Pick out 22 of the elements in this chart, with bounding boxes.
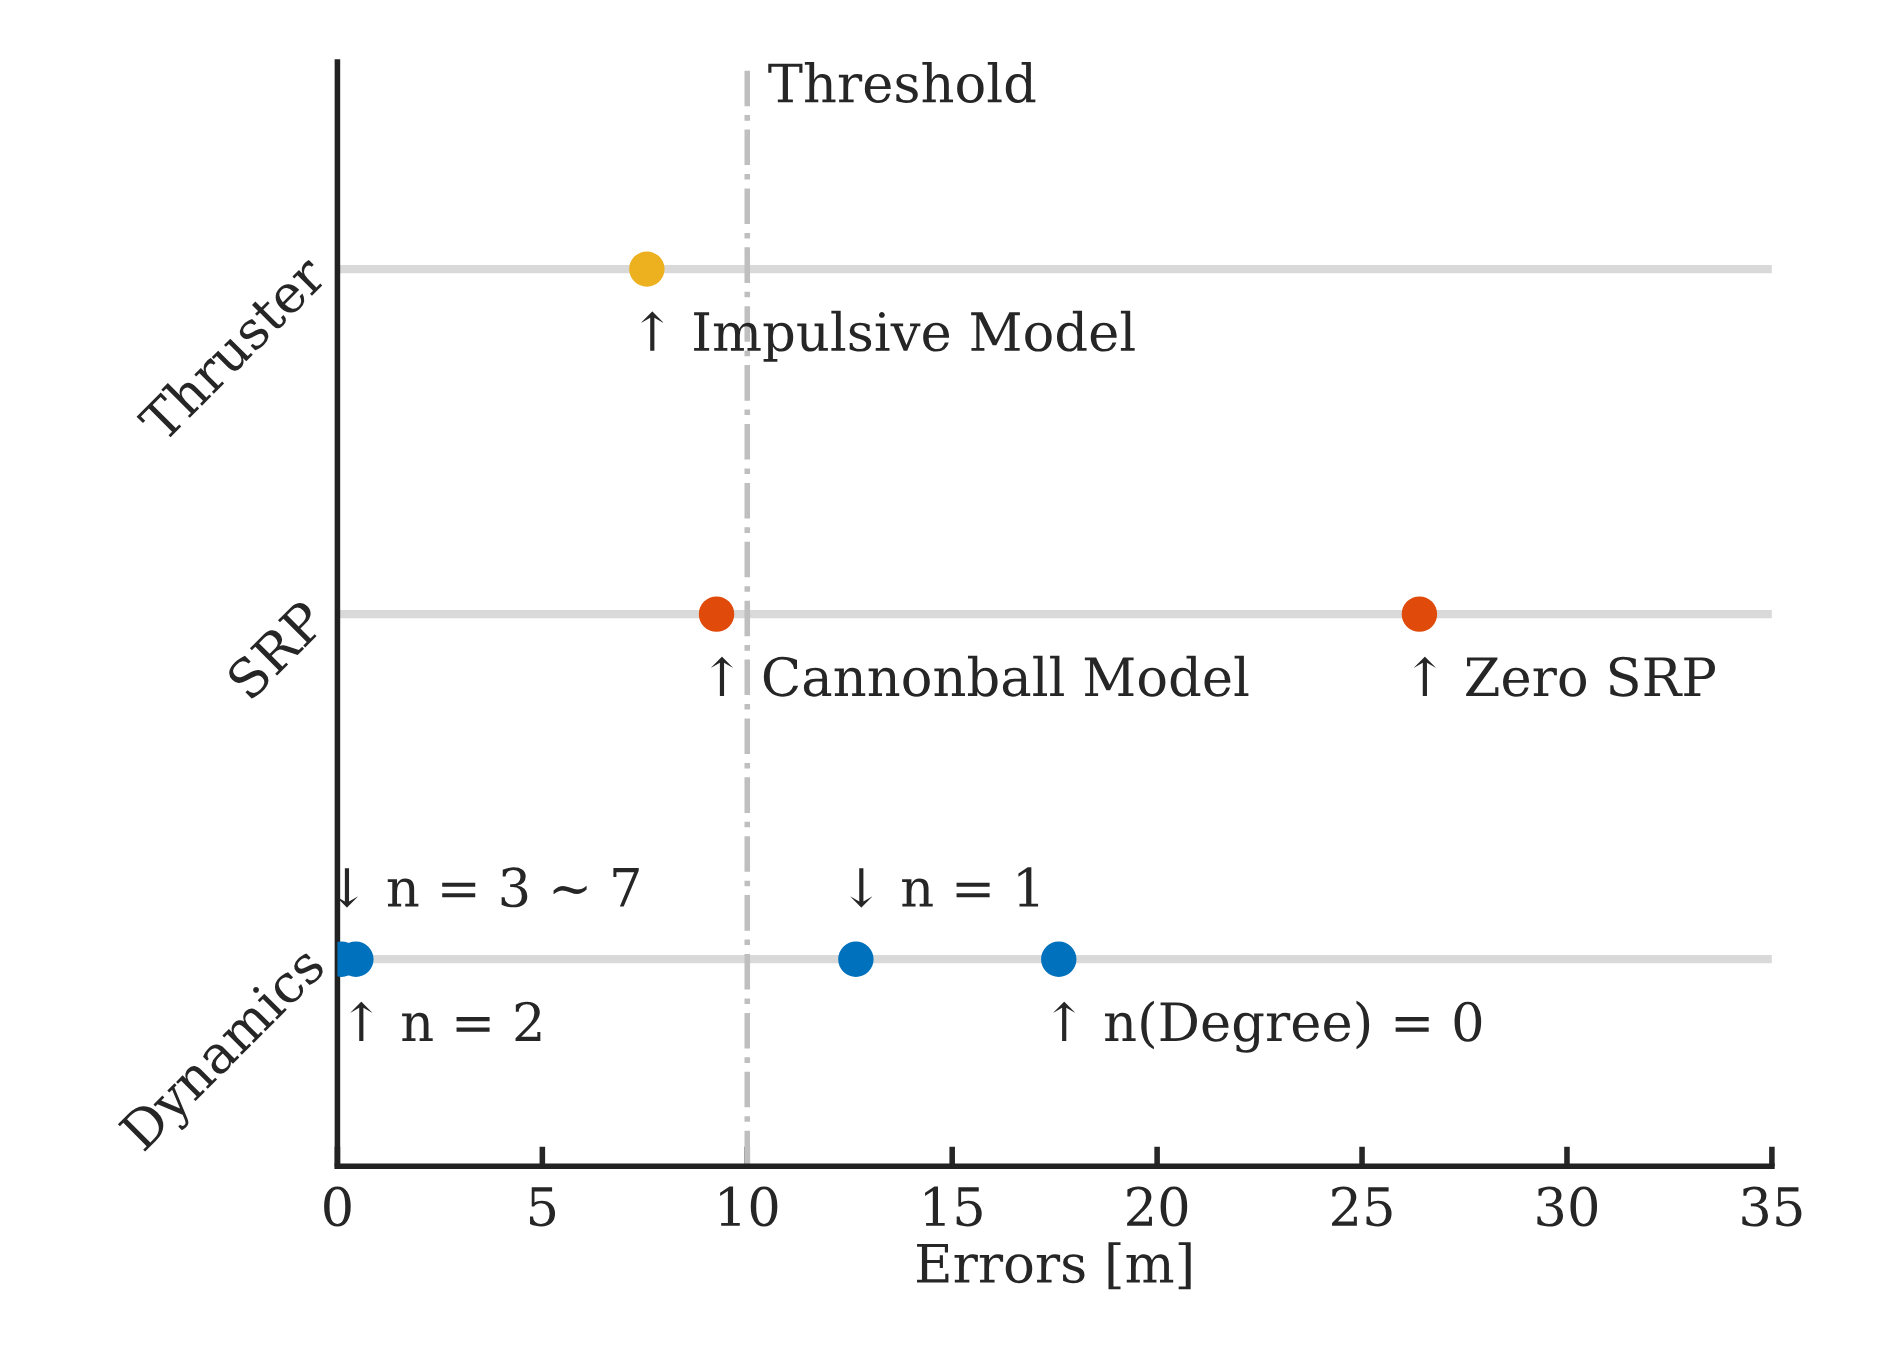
point: [1401, 596, 1438, 632]
annotation: ↑ Zero SRP: [1414, 656, 1715, 697]
x-tick-label: 0: [324, 1186, 351, 1227]
x-tick-label: 15: [925, 1186, 982, 1227]
x-axis-title: Errors [m]: [917, 1242, 1191, 1290]
x-tick-label: 10: [720, 1186, 778, 1227]
point: [838, 941, 874, 977]
point: [698, 596, 735, 632]
x-tick-label: 5: [530, 1187, 556, 1227]
x-tick-label: 20: [1127, 1186, 1188, 1227]
annotation: ↑ Cannonball Model: [711, 655, 1249, 697]
point: [629, 251, 665, 287]
annotation: ↑ n(Degree) = 0: [1053, 1000, 1482, 1053]
x-tick-label: 25: [1332, 1186, 1392, 1227]
ref-line-label: Threshold: [768, 62, 1036, 103]
annotation: ↓ n = 1: [850, 867, 1039, 908]
annotation: ↑ n = 2: [350, 1001, 541, 1041]
x-tick-label: 35: [1742, 1186, 1802, 1227]
annotation: ↑ Impulsive Model: [641, 310, 1135, 362]
point: [1041, 941, 1077, 977]
x-tick-label: 30: [1537, 1186, 1598, 1227]
annotation: ↓ n = 3 ∼ 7: [336, 867, 639, 908]
